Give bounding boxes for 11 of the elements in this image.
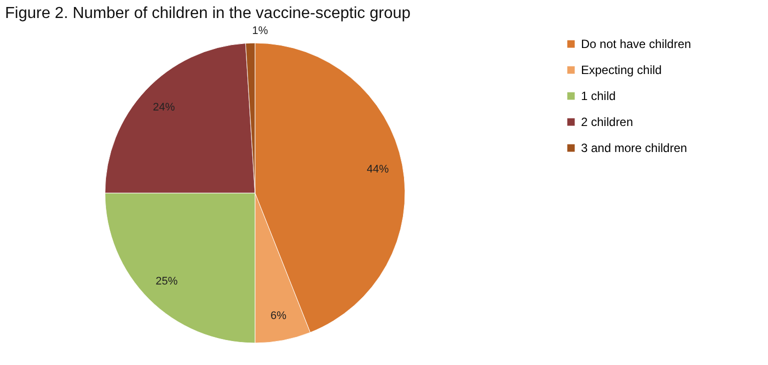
legend-label: 2 children bbox=[581, 115, 634, 129]
legend-label: 1 child bbox=[581, 89, 616, 103]
legend-label: Do not have children bbox=[581, 37, 692, 51]
data-label: 44% bbox=[366, 164, 390, 176]
chart-title: Figure 2. Number of children in the vaccine-sceptic group bbox=[5, 5, 411, 22]
legend-label: 3 and more children bbox=[581, 141, 688, 155]
data-label: 24% bbox=[152, 101, 176, 114]
data-label: 6% bbox=[270, 310, 287, 322]
data-label: 1% bbox=[252, 25, 268, 38]
data-label: 25% bbox=[156, 275, 178, 288]
legend-label: Expecting child bbox=[581, 63, 662, 77]
